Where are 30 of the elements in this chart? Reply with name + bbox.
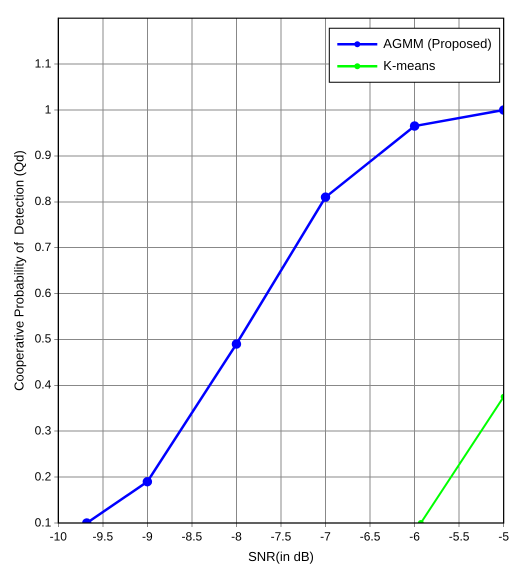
legend-label: K-means (383, 58, 436, 73)
y-axis-title: Cooperative Probability of Detection (Qd) (11, 150, 26, 391)
y-tick-label: 0.7 (34, 240, 52, 254)
x-tick-label: -8 (231, 530, 242, 544)
x-tick-label: -9 (142, 530, 154, 544)
x-axis-title: SNR(in dB) (248, 548, 314, 564)
y-tick-label: 0.5 (34, 332, 52, 346)
legend-label: AGMM (Proposed) (383, 36, 492, 51)
x-tick-label: -10 (50, 530, 68, 544)
x-tick-label: -5 (498, 530, 510, 544)
x-tick-label: -7 (320, 530, 332, 544)
point (410, 121, 420, 131)
x-tick-label: -8.5 (182, 530, 203, 544)
x-tick-label: -7.5 (270, 530, 292, 544)
x-tick-label: -9.5 (92, 530, 114, 544)
y-tick-label: 1.1 (34, 56, 52, 70)
y-tick-label: 0.1 (34, 515, 52, 530)
point (320, 192, 330, 202)
y-tick-label: 0.9 (34, 148, 52, 162)
x-tick-label: -6 (409, 530, 420, 544)
y-tick-label: 0.4 (34, 378, 52, 392)
x-tick-label: -5.5 (448, 530, 470, 544)
y-tick-label: 0.6 (34, 286, 52, 300)
point (142, 476, 152, 486)
y-tick-label: 1 (44, 102, 52, 116)
point (232, 339, 242, 349)
y-tick-label: 0.2 (34, 469, 52, 484)
y-tick-label: 0.3 (34, 424, 52, 438)
y-tick-label: 0.8 (34, 194, 52, 208)
x-tick-label: -6.5 (360, 530, 381, 544)
